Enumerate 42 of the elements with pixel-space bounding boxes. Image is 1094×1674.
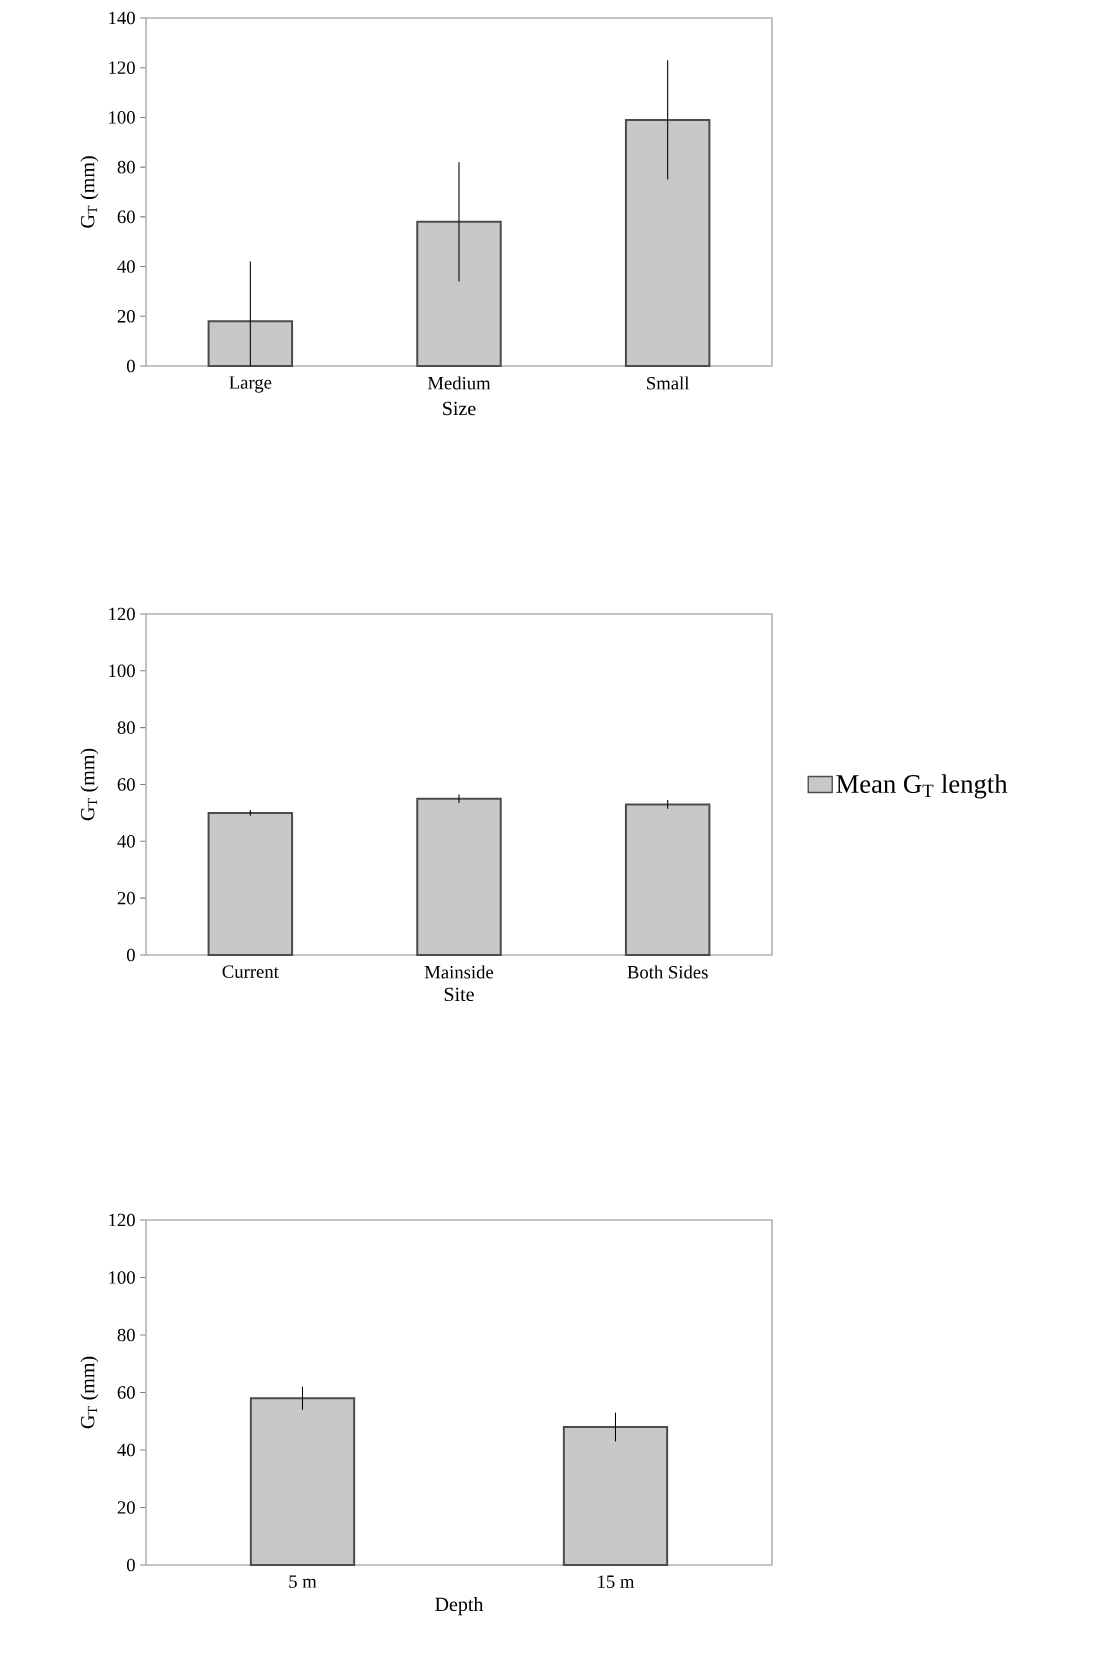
y-tick-label: 40 bbox=[117, 835, 135, 848]
y-tick-label: 120 bbox=[109, 1213, 135, 1227]
x-tick-label: Mainside bbox=[424, 965, 494, 979]
y-tick-label: 20 bbox=[117, 309, 135, 323]
y-tick-label: 20 bbox=[117, 1501, 135, 1514]
y-axis-title: G$_{T}$ (mm) bbox=[80, 1356, 99, 1429]
x-tick-label: Small bbox=[647, 376, 690, 390]
y-tick-label: 100 bbox=[109, 111, 135, 124]
y-tick-label: 120 bbox=[109, 607, 135, 621]
x-tick-label: Current bbox=[222, 965, 279, 978]
bar bbox=[416, 220, 502, 367]
y-tick-label: 0 bbox=[126, 359, 135, 373]
y-axis-title: G$_{T}$ (mm) bbox=[80, 156, 99, 228]
y-tick-label: 40 bbox=[117, 260, 135, 273]
x-axis-title: Size bbox=[443, 401, 476, 416]
bar bbox=[416, 797, 502, 956]
y-tick-label: 60 bbox=[117, 210, 135, 224]
y-tick-label: 140 bbox=[109, 11, 135, 25]
y-tick-label: 120 bbox=[109, 61, 135, 75]
x-tick-label: Both Sides bbox=[627, 965, 708, 979]
x-axis-title: Depth bbox=[435, 1597, 484, 1616]
y-tick-label: 0 bbox=[126, 1558, 135, 1572]
y-tick-label: 80 bbox=[117, 1328, 135, 1342]
bar bbox=[207, 811, 294, 956]
y-tick-label: 0 bbox=[126, 948, 135, 962]
legend-label: Mean G$_{T}$ length bbox=[836, 774, 1008, 799]
y-tick-label: 100 bbox=[109, 1271, 135, 1284]
y-tick-label: 100 bbox=[109, 664, 135, 678]
x-tick-label: 5 m bbox=[289, 1575, 317, 1588]
y-tick-label: 60 bbox=[117, 778, 135, 791]
y-tick-label: 60 bbox=[117, 1386, 135, 1399]
x-tick-label: 15 m bbox=[598, 1575, 635, 1588]
y-tick-label: 20 bbox=[117, 891, 135, 905]
y-tick-label: 80 bbox=[117, 160, 135, 174]
y-tick-label: 80 bbox=[117, 721, 135, 734]
y-axis-title: G$_{T}$ (mm) bbox=[80, 748, 99, 821]
x-axis-title: Site bbox=[444, 987, 474, 1002]
bar bbox=[624, 803, 711, 956]
x-tick-label: Large bbox=[229, 376, 272, 393]
bar bbox=[624, 118, 711, 367]
x-tick-label: Medium bbox=[427, 376, 491, 390]
y-tick-label: 40 bbox=[117, 1443, 135, 1457]
